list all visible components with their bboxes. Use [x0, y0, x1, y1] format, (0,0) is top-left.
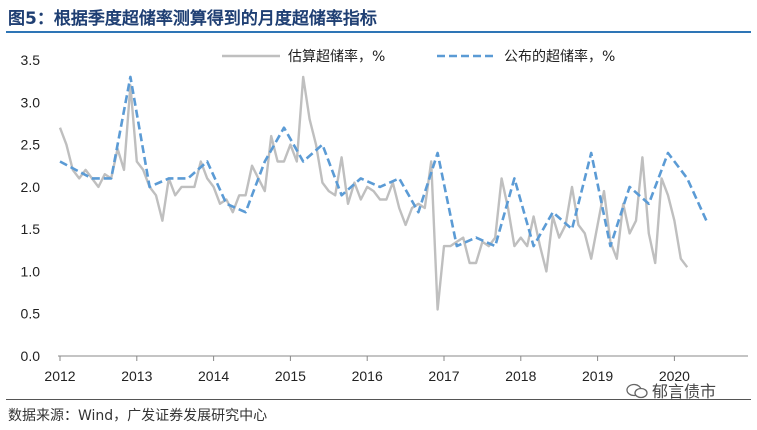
legend: 估算超储率，% 公布的超储率，% — [222, 48, 615, 65]
legend-label-published: 公布的超储率，% — [504, 48, 615, 65]
x-tick-label: 2014 — [198, 368, 229, 384]
x-tick-label: 2013 — [121, 368, 152, 384]
x-tick-label: 2017 — [428, 368, 459, 384]
y-tick-label: 1.0 — [21, 263, 41, 279]
y-tick-label: 1.5 — [21, 221, 41, 237]
y-tick-label: 2.5 — [21, 137, 41, 153]
x-tick-label: 2015 — [275, 368, 306, 384]
chart-title: 图5：根据季度超储率测算得到的月度超储率指标 — [8, 9, 377, 29]
x-tick-label: 2019 — [582, 368, 613, 384]
y-tick-label: 2.0 — [21, 179, 41, 195]
y-tick-label: 0.0 — [21, 348, 41, 364]
source-note: 数据来源：Wind，广发证券发展研究中心 — [8, 408, 268, 424]
bottom-divider — [6, 399, 751, 400]
line-chart: 0.00.51.01.52.02.53.03.5 2012 2013 2014 201… — [21, 48, 748, 384]
plot-area — [58, 75, 708, 311]
y-tick-label: 3.0 — [21, 94, 41, 110]
watermark-text: 郁言债市 — [652, 382, 717, 401]
x-tick-label: 2018 — [505, 368, 536, 384]
wechat-icon — [626, 383, 648, 399]
watermark: 郁言债市 — [626, 378, 716, 402]
y-tick-label: 3.5 — [21, 52, 41, 68]
estimated-series-line — [58, 75, 689, 311]
legend-label-estimated: 估算超储率，% — [288, 48, 385, 65]
x-tick-label: 2012 — [44, 368, 75, 384]
published-series-line — [59, 75, 708, 248]
x-axis: 2012 2013 2014 2015 2016 2017 2018 2019 2020 — [44, 355, 748, 384]
x-tick-label: 2020 — [659, 368, 690, 384]
x-tick-label: 2016 — [352, 368, 383, 384]
title-divider — [6, 31, 751, 33]
y-tick-label: 0.5 — [21, 306, 41, 322]
y-axis: 0.0 0.5 1.0 1.5 2.0 2.5 3.0 3.5 — [21, 52, 41, 364]
